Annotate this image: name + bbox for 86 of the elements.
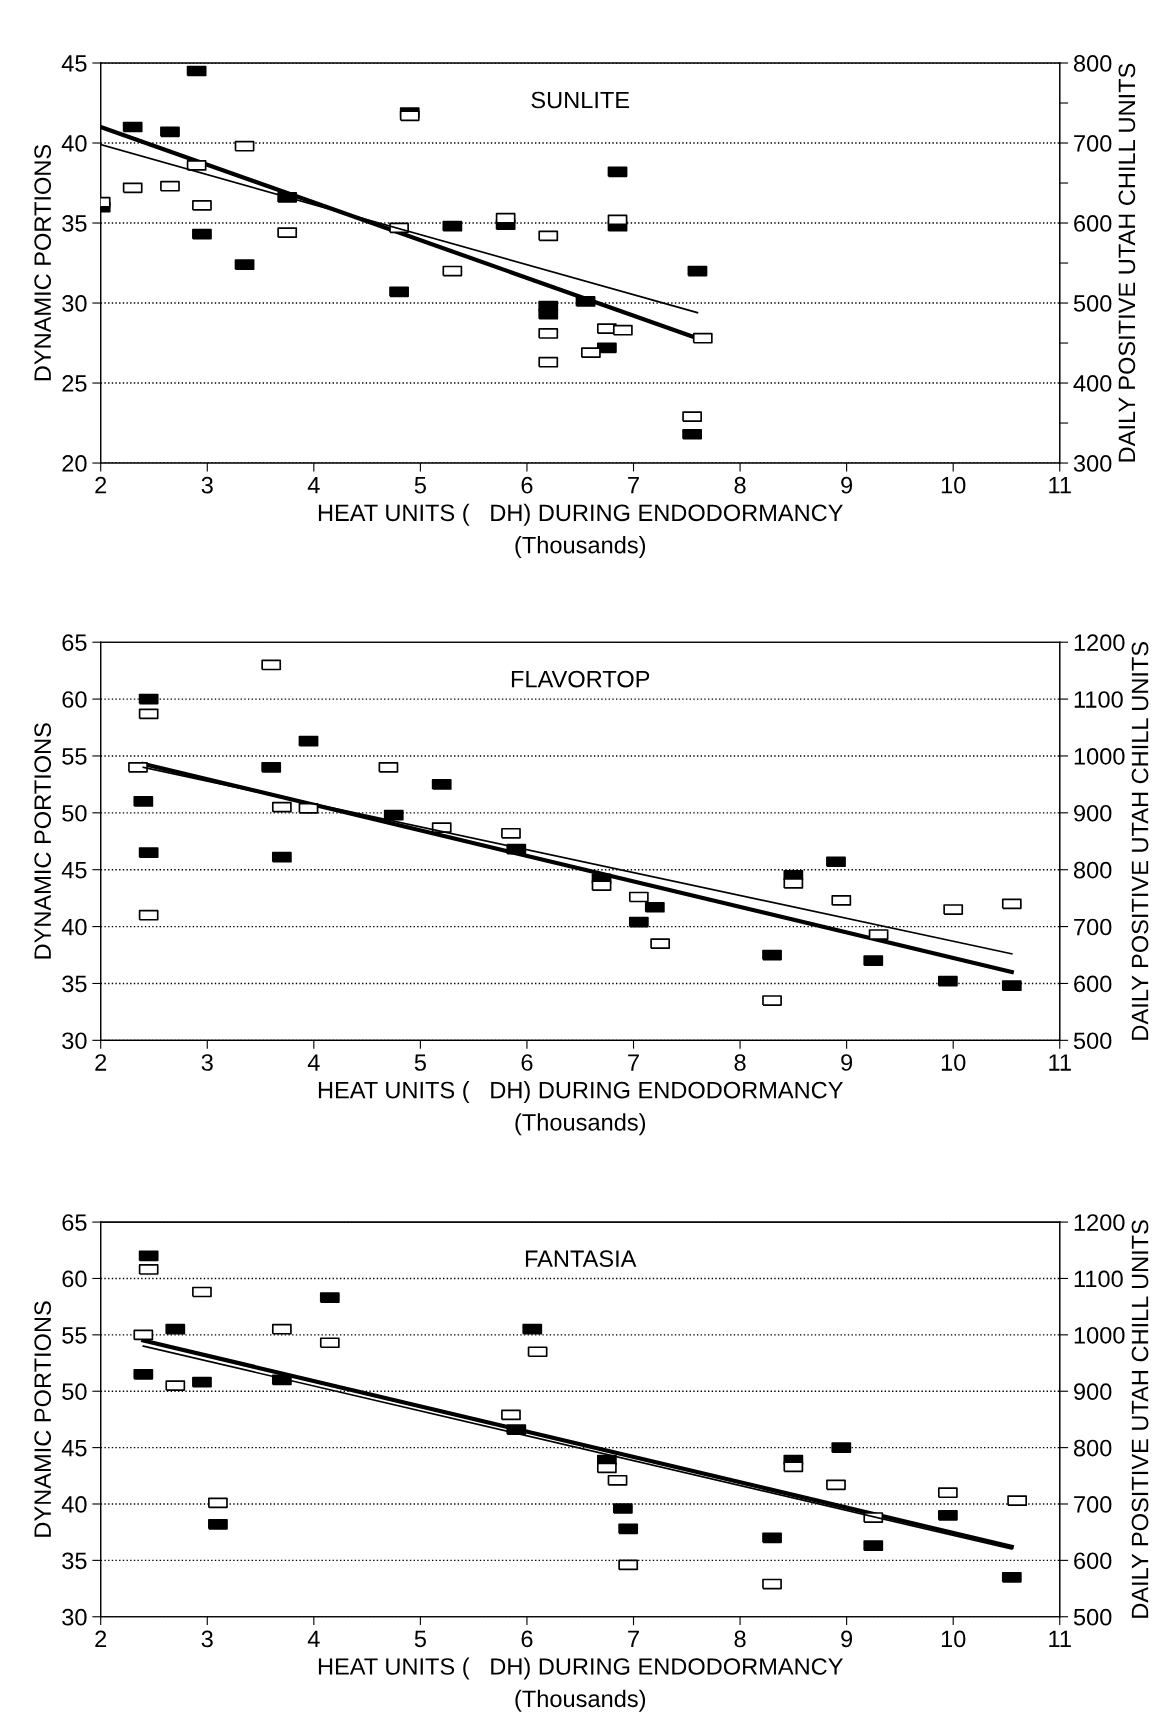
y-tick-label: 50: [62, 804, 87, 822]
x-tick-label: 11: [1049, 1054, 1071, 1071]
y-tick-label: 35: [62, 975, 87, 993]
x-tick-label: 4: [307, 477, 320, 494]
y-tick-label: 30: [62, 1608, 87, 1626]
text: FANTASIA: [525, 1250, 637, 1268]
x-tick-label: 6: [521, 1630, 533, 1648]
y2-tick-label: 1000: [1074, 748, 1125, 765]
x-tick-label: 9: [841, 476, 853, 494]
x-tick-label: 6: [521, 476, 533, 494]
x-tick-label: 6: [521, 1054, 533, 1071]
y2-tick-label: 1200: [1074, 634, 1125, 651]
y-tick-label: 35: [62, 1552, 87, 1570]
y2-tick-label: 800: [1073, 861, 1112, 879]
x-tick-label: 5: [414, 1630, 426, 1648]
y-axis-title: DYNAMIC PORTIONS: [34, 1301, 52, 1537]
y2-tick-label: 800: [1073, 55, 1112, 72]
y-tick-label: 40: [61, 135, 87, 152]
x-tick-label: 5: [414, 1054, 426, 1071]
y2-tick-label: 500: [1073, 1032, 1112, 1050]
y2-axis-title: DAILY POSITIVE UTAH CHILL UNITS: [1131, 642, 1149, 1040]
x-tick-label: 7: [628, 477, 639, 494]
y2-tick-label: 600: [1074, 215, 1112, 232]
y2-tick-label: 1000: [1074, 1326, 1125, 1344]
y2-tick-label: 700: [1074, 1496, 1112, 1513]
x-tick-label: 8: [734, 476, 746, 494]
y2-tick-label: 500: [1073, 1608, 1112, 1626]
y-tick-label: 30: [62, 295, 87, 312]
y-tick-label: 40: [61, 918, 87, 936]
y2-tick-label: 900: [1074, 804, 1112, 822]
x-tick-label: 11: [1049, 477, 1071, 494]
y-tick-label: 55: [62, 1327, 87, 1344]
y2-tick-label: 1100: [1074, 691, 1123, 708]
y-tick-label: 45: [61, 862, 87, 879]
x-tick-label: 4: [307, 1630, 320, 1648]
x-tick-label: 3: [201, 476, 213, 494]
y-axis-title: DYNAMIC PORTIONS: [34, 723, 52, 959]
x-tick-label: 5: [414, 477, 426, 494]
y2-tick-label: 600: [1074, 1552, 1112, 1570]
x-axis-title: HEAT UNITS ( DH) DURING ENDODORMANCY (Thousands): [318, 1657, 843, 1712]
y-tick-label: 45: [61, 55, 87, 72]
text: FLAVORTOP: [511, 670, 650, 688]
x-tick-label: 7: [628, 1630, 639, 1648]
x-tick-label: 2: [95, 1054, 107, 1071]
y-tick-label: 55: [62, 748, 87, 765]
y-tick-label: 45: [61, 1439, 87, 1457]
y2-tick-label: 400: [1073, 375, 1112, 392]
x-tick-label: 2: [95, 476, 107, 494]
x-tick-label: 2: [95, 1630, 107, 1648]
y-axis-title: DYNAMIC PORTIONS: [34, 144, 52, 381]
x-tick-label: 9: [841, 1630, 853, 1648]
y-tick-label: 25: [62, 375, 87, 392]
x-tick-label: 8: [734, 1630, 746, 1648]
text: SUNLITE: [531, 91, 630, 109]
x-tick-label: 10: [941, 476, 966, 494]
y2-tick-label: 1200: [1074, 1214, 1125, 1231]
y-tick-label: 20: [62, 455, 87, 472]
y2-axis-title: DAILY POSITIVE UTAH CHILL UNITS: [1118, 63, 1136, 462]
x-tick-label: 10: [941, 1630, 966, 1648]
y-tick-label: 65: [62, 634, 87, 651]
y2-tick-label: 300: [1073, 455, 1112, 472]
x-tick-label: 4: [307, 1054, 320, 1071]
x-tick-label: 7: [628, 1054, 639, 1071]
x-tick-label: 10: [941, 1054, 966, 1071]
x-tick-label: 8: [734, 1054, 746, 1071]
y-tick-label: 30: [62, 1032, 87, 1050]
y2-axis-title: DAILY POSITIVE UTAH CHILL UNITS: [1131, 1220, 1149, 1618]
x-tick-label: 9: [841, 1054, 853, 1071]
x-tick-label: 3: [201, 1054, 213, 1071]
y-tick-label: 65: [62, 1214, 87, 1231]
y2-tick-label: 700: [1074, 135, 1112, 152]
y2-tick-label: 900: [1074, 1383, 1112, 1401]
y-tick-label: 35: [62, 215, 87, 232]
y2-tick-label: 700: [1074, 918, 1112, 936]
y2-tick-label: 1100: [1074, 1270, 1123, 1288]
x-tick-label: 11: [1049, 1630, 1071, 1648]
y2-tick-label: 800: [1073, 1439, 1112, 1457]
y-tick-label: 50: [62, 1383, 87, 1401]
x-tick-label: 3: [201, 1630, 213, 1648]
y-tick-label: 60: [62, 691, 87, 708]
y-tick-label: 40: [61, 1496, 87, 1513]
y-tick-label: 60: [62, 1270, 87, 1288]
y2-tick-label: 500: [1073, 295, 1112, 312]
y2-tick-label: 600: [1074, 975, 1112, 993]
x-axis-title: HEAT UNITS ( DH) DURING ENDODORMANCY (Thousands): [318, 503, 843, 559]
x-axis-title: HEAT UNITS ( DH) DURING ENDODORMANCY (Thousands): [318, 1081, 843, 1136]
